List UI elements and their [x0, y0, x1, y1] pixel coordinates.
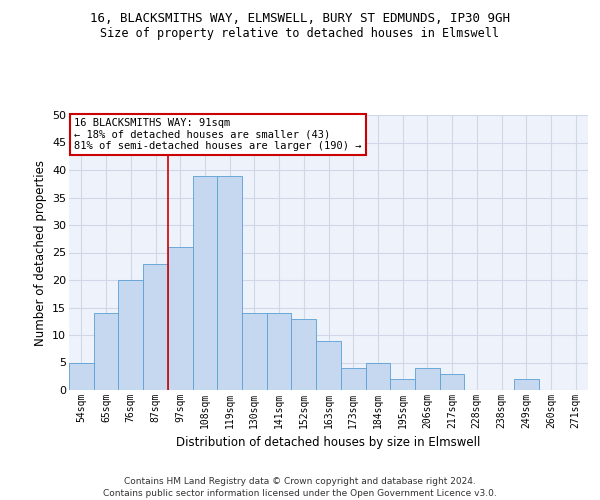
Bar: [341, 368, 365, 390]
Bar: [365, 362, 390, 390]
Bar: [217, 176, 242, 390]
Y-axis label: Number of detached properties: Number of detached properties: [34, 160, 47, 346]
Bar: [440, 374, 464, 390]
Bar: [292, 318, 316, 390]
Bar: [415, 368, 440, 390]
Bar: [168, 247, 193, 390]
Text: Size of property relative to detached houses in Elmswell: Size of property relative to detached ho…: [101, 28, 499, 40]
Bar: [390, 379, 415, 390]
Bar: [143, 264, 168, 390]
Text: Contains HM Land Registry data © Crown copyright and database right 2024.: Contains HM Land Registry data © Crown c…: [124, 478, 476, 486]
Bar: [316, 340, 341, 390]
Bar: [267, 313, 292, 390]
Bar: [94, 313, 118, 390]
Bar: [69, 362, 94, 390]
Bar: [193, 176, 217, 390]
Bar: [118, 280, 143, 390]
Bar: [514, 379, 539, 390]
Text: Contains public sector information licensed under the Open Government Licence v3: Contains public sector information licen…: [103, 489, 497, 498]
Bar: [242, 313, 267, 390]
X-axis label: Distribution of detached houses by size in Elmswell: Distribution of detached houses by size …: [176, 436, 481, 450]
Text: 16, BLACKSMITHS WAY, ELMSWELL, BURY ST EDMUNDS, IP30 9GH: 16, BLACKSMITHS WAY, ELMSWELL, BURY ST E…: [90, 12, 510, 26]
Text: 16 BLACKSMITHS WAY: 91sqm
← 18% of detached houses are smaller (43)
81% of semi-: 16 BLACKSMITHS WAY: 91sqm ← 18% of detac…: [74, 118, 362, 151]
